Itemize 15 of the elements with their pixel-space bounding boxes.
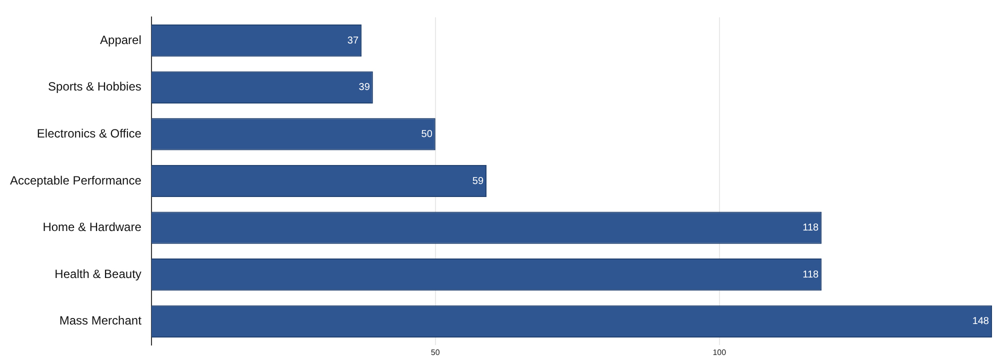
y-tick-label: Home & Hardware <box>42 220 142 234</box>
data-label: 50 <box>421 128 433 140</box>
data-label: 37 <box>347 35 359 46</box>
y-tick-label: Electronics & Office <box>36 126 142 141</box>
data-label: 39 <box>358 82 370 94</box>
y-tick-label: Acceptable Performance <box>10 173 142 188</box>
data-label: 148 <box>972 316 990 328</box>
data-label: 118 <box>802 222 820 234</box>
x-tick-label: 100 <box>712 348 727 357</box>
y-tick-label: Sports & Hobbies <box>48 80 142 94</box>
y-tick-label: Apparel <box>100 32 142 47</box>
y-tick-label: Mass Merchant <box>59 314 142 328</box>
data-label: 118 <box>802 269 820 280</box>
data-label: 59 <box>472 176 484 187</box>
y-tick-label: Health & Beauty <box>54 266 142 281</box>
